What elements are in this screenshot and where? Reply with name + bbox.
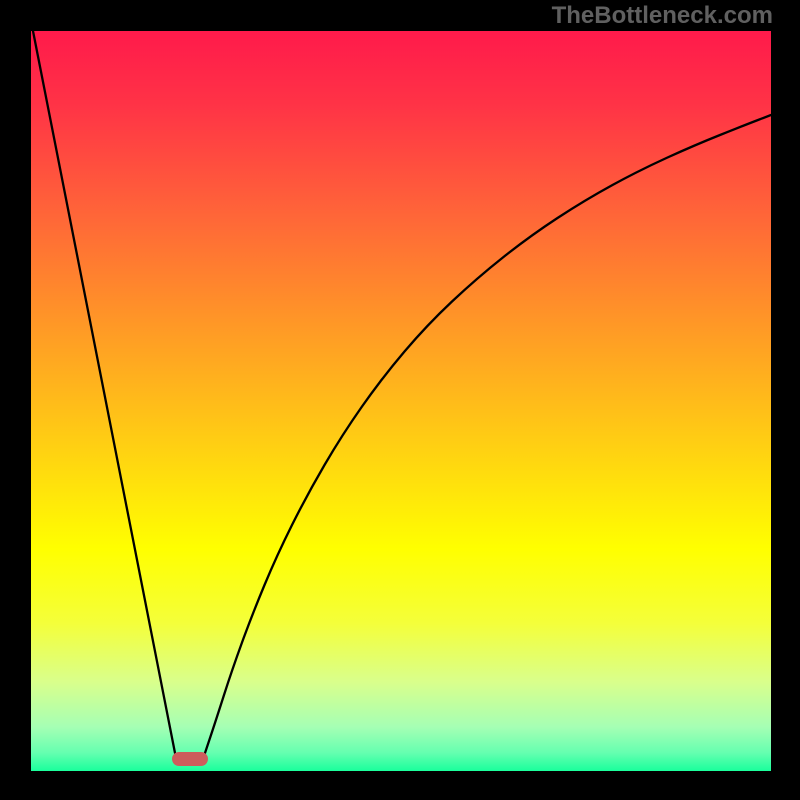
optimal-marker (172, 752, 208, 766)
chart-container: TheBottleneck.com (0, 0, 800, 800)
watermark-text: TheBottleneck.com (552, 2, 773, 30)
curve-layer (31, 31, 771, 771)
bottleneck-curve (33, 31, 771, 753)
plot-area (31, 31, 771, 771)
